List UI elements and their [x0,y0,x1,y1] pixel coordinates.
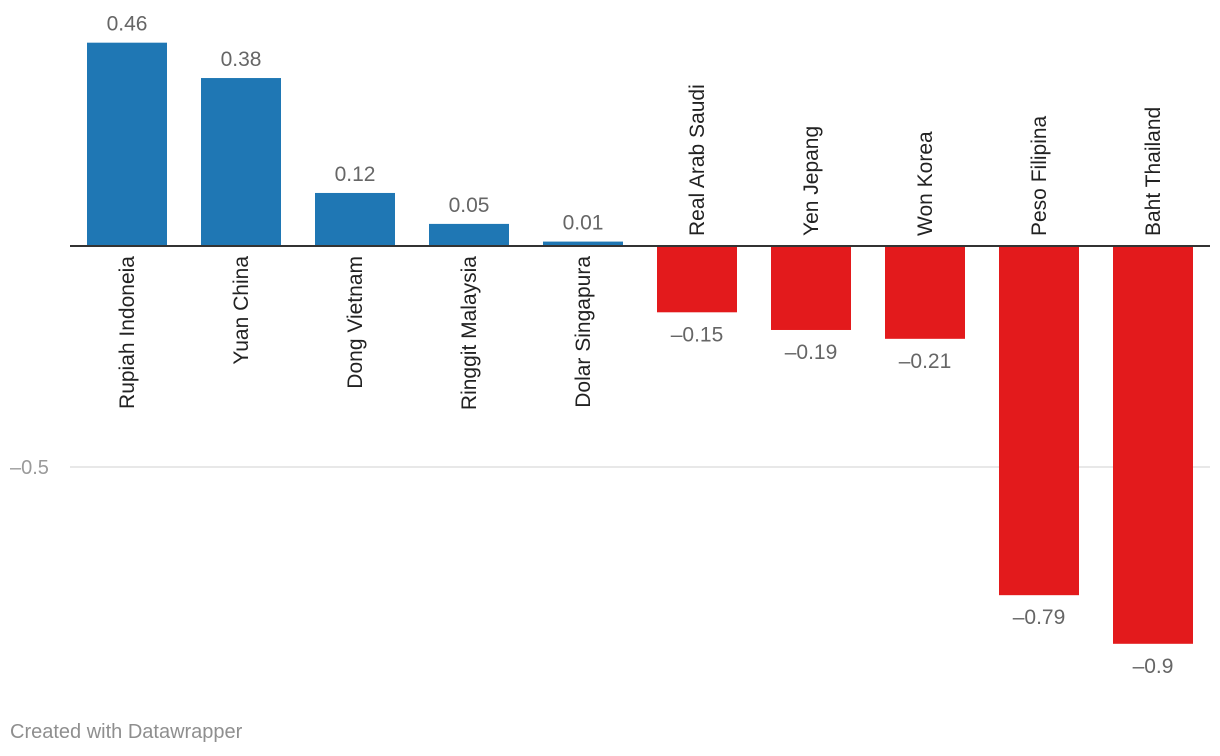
category-label: Ringgit Malaysia [458,256,481,410]
value-label: 0.01 [563,212,604,235]
bar [201,78,281,246]
bars [87,42,1193,644]
value-label: –0.21 [899,350,952,373]
value-label: –0.9 [1133,655,1174,678]
category-label: Dolar Singapura [572,256,595,408]
bar [429,223,509,246]
value-label: 0.46 [107,13,148,36]
bar [771,246,851,330]
bar [885,246,965,339]
bar [315,192,395,246]
category-label: Baht Thailand [1142,107,1165,236]
category-label: Peso Filipina [1028,115,1051,236]
labels: –0.5 0.46 Rupiah Indoneia 0.38 Yuan China 0.1… [10,13,1173,678]
value-label: 0.12 [335,163,376,186]
category-label: Yuan China [230,256,253,365]
value-label: 0.38 [221,48,262,71]
credit-text: Created with Datawrapper [10,721,243,743]
value-label: –0.79 [1013,606,1066,629]
category-label: Real Arab Saudi [686,84,709,236]
category-label: Won Korea [914,131,937,236]
value-label: –0.15 [671,323,724,346]
category-label: Dong Vietnam [344,256,367,389]
bar [657,246,737,313]
y-tick-label: –0.5 [10,457,49,479]
bar [1113,246,1193,644]
value-label: –0.19 [785,341,838,364]
bar [87,42,167,247]
bar [543,241,623,246]
category-label: Yen Jepang [800,126,823,236]
value-label: 0.05 [449,194,490,217]
bar [999,246,1079,596]
category-label: Rupiah Indoneia [116,256,139,409]
